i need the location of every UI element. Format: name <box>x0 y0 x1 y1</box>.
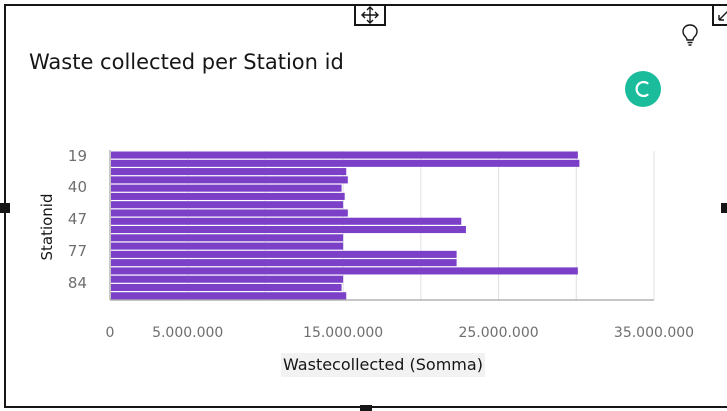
bar[interactable] <box>111 250 457 258</box>
move-handle[interactable] <box>354 6 386 26</box>
handle-bottom-middle[interactable] <box>360 405 372 411</box>
loading-spinner-icon <box>635 80 649 98</box>
x-axis-title: Wastecollected (Somma) <box>281 353 485 377</box>
chart-bars <box>111 151 580 300</box>
x-tick-labels: 0 5.000.000 15.000.000 25.000.000 35.000.000 <box>106 325 695 341</box>
bar[interactable] <box>111 176 348 184</box>
bar[interactable] <box>111 275 344 283</box>
handle-left-middle[interactable] <box>0 203 10 213</box>
y-tick-labels: 19 40 47 77 84 <box>68 147 87 292</box>
bar[interactable] <box>111 292 347 300</box>
bar[interactable] <box>111 168 347 176</box>
x-tick-label: 0 <box>106 325 115 341</box>
bar[interactable] <box>111 201 344 209</box>
y-tick-label: 77 <box>68 242 87 260</box>
loading-indicator <box>625 71 661 107</box>
move-arrows-icon <box>361 6 379 24</box>
bar[interactable] <box>111 242 344 250</box>
bar[interactable] <box>111 184 342 192</box>
y-tick-label: 40 <box>68 178 87 196</box>
y-tick-label: 84 <box>68 274 87 292</box>
handle-right-middle[interactable] <box>721 203 727 213</box>
widget-title: Waste collected per Station id <box>29 50 344 74</box>
insight-button[interactable] <box>680 22 700 48</box>
bar[interactable] <box>111 259 457 267</box>
bar[interactable] <box>111 226 466 234</box>
bar[interactable] <box>111 159 580 167</box>
bar[interactable] <box>111 217 462 225</box>
lightbulb-icon <box>682 24 698 46</box>
y-tick-label: 19 <box>68 147 87 165</box>
bar[interactable] <box>111 192 345 200</box>
x-tick-label: 35.000.000 <box>614 325 694 341</box>
y-tick-label: 47 <box>68 210 87 228</box>
bar[interactable] <box>111 209 348 217</box>
x-tick-label: 25.000.000 <box>458 325 538 341</box>
bar[interactable] <box>111 151 578 159</box>
x-tick-label: 5.000.000 <box>152 325 223 341</box>
bar[interactable] <box>111 234 344 242</box>
y-axis-title: Stationid <box>38 193 56 260</box>
bar[interactable] <box>111 283 342 292</box>
chart-grid <box>187 151 655 300</box>
bar[interactable] <box>111 267 578 275</box>
x-tick-label: 15.000.000 <box>303 325 383 341</box>
